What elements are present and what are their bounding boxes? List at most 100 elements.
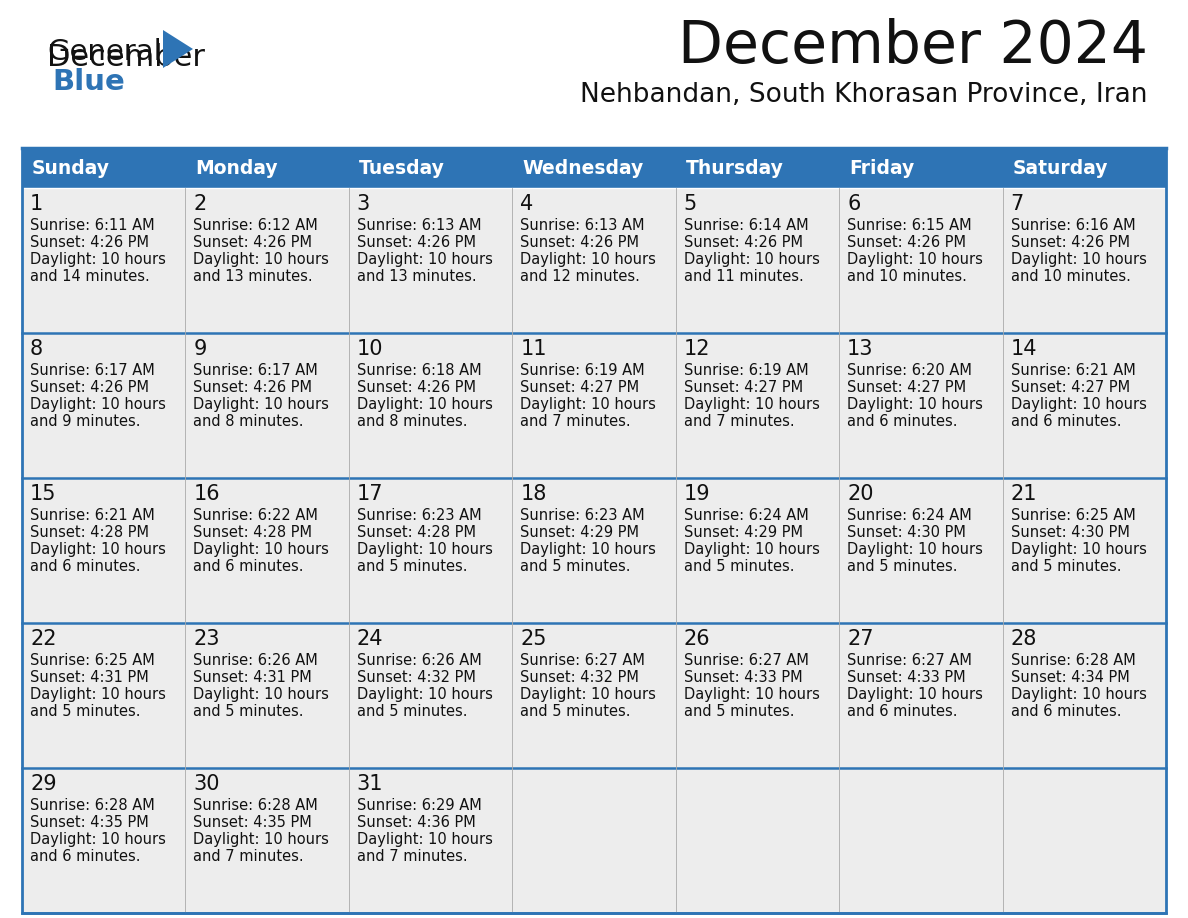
Bar (185, 478, 349, 623)
Text: Nehbandan, South Khorasan Province, Iran: Nehbandan, South Khorasan Province, Iran (581, 82, 1148, 108)
Text: 4: 4 (520, 194, 533, 214)
Text: Daylight: 10 hours: Daylight: 10 hours (847, 397, 982, 412)
Text: 27: 27 (847, 629, 873, 649)
Text: Sunset: 4:26 PM: Sunset: 4:26 PM (30, 235, 148, 250)
Text: Sunset: 4:32 PM: Sunset: 4:32 PM (520, 670, 639, 685)
Text: Sunrise: 6:16 AM: Sunrise: 6:16 AM (1011, 218, 1136, 233)
Text: Daylight: 10 hours: Daylight: 10 hours (847, 252, 982, 267)
Text: Daylight: 10 hours: Daylight: 10 hours (30, 542, 166, 557)
Text: 5: 5 (684, 194, 697, 214)
Text: Sunrise: 6:23 AM: Sunrise: 6:23 AM (520, 508, 645, 523)
Bar (1003, 768, 1165, 913)
Bar (349, 188, 512, 333)
Text: Sunrise: 6:21 AM: Sunrise: 6:21 AM (1011, 363, 1136, 378)
Text: and 7 minutes.: and 7 minutes. (356, 849, 468, 864)
Text: 26: 26 (684, 629, 710, 649)
Text: Daylight: 10 hours: Daylight: 10 hours (194, 832, 329, 847)
Text: Sunrise: 6:14 AM: Sunrise: 6:14 AM (684, 218, 808, 233)
Text: and 5 minutes.: and 5 minutes. (1011, 559, 1121, 574)
Text: Sunset: 4:27 PM: Sunset: 4:27 PM (1011, 380, 1130, 395)
Text: Daylight: 10 hours: Daylight: 10 hours (356, 542, 493, 557)
Text: December: December (48, 43, 206, 73)
Text: Sunrise: 6:28 AM: Sunrise: 6:28 AM (194, 798, 318, 813)
Text: Sunrise: 6:13 AM: Sunrise: 6:13 AM (520, 218, 645, 233)
Bar (1003, 148, 1165, 188)
Text: and 5 minutes.: and 5 minutes. (847, 559, 958, 574)
Text: and 5 minutes.: and 5 minutes. (520, 704, 631, 719)
Text: Saturday: Saturday (1012, 159, 1108, 177)
Bar (839, 623, 1003, 768)
Text: Daylight: 10 hours: Daylight: 10 hours (847, 542, 982, 557)
Text: and 5 minutes.: and 5 minutes. (356, 559, 467, 574)
Bar (1003, 623, 1165, 768)
Text: Daylight: 10 hours: Daylight: 10 hours (30, 687, 166, 702)
Text: Sunrise: 6:22 AM: Sunrise: 6:22 AM (194, 508, 318, 523)
Text: Sunset: 4:35 PM: Sunset: 4:35 PM (194, 815, 312, 830)
Text: and 7 minutes.: and 7 minutes. (520, 414, 631, 429)
Text: Sunset: 4:29 PM: Sunset: 4:29 PM (520, 525, 639, 540)
Text: 9: 9 (194, 339, 207, 359)
Bar (23, 148, 185, 188)
Text: Sunrise: 6:17 AM: Sunrise: 6:17 AM (30, 363, 154, 378)
Text: and 5 minutes.: and 5 minutes. (194, 704, 304, 719)
Text: and 6 minutes.: and 6 minutes. (1011, 704, 1121, 719)
Text: 16: 16 (194, 484, 220, 504)
Text: Sunset: 4:26 PM: Sunset: 4:26 PM (30, 380, 148, 395)
Text: and 6 minutes.: and 6 minutes. (1011, 414, 1121, 429)
Text: 31: 31 (356, 774, 384, 794)
Text: and 8 minutes.: and 8 minutes. (356, 414, 467, 429)
Text: Sunset: 4:33 PM: Sunset: 4:33 PM (847, 670, 966, 685)
Text: Daylight: 10 hours: Daylight: 10 hours (1011, 252, 1146, 267)
Text: and 6 minutes.: and 6 minutes. (30, 559, 140, 574)
Bar (512, 768, 676, 913)
Text: December 2024: December 2024 (678, 18, 1148, 75)
Text: 8: 8 (30, 339, 43, 359)
Text: Sunset: 4:26 PM: Sunset: 4:26 PM (194, 235, 312, 250)
Text: Sunset: 4:36 PM: Sunset: 4:36 PM (356, 815, 475, 830)
Text: 21: 21 (1011, 484, 1037, 504)
Text: Tuesday: Tuesday (359, 159, 444, 177)
Text: Daylight: 10 hours: Daylight: 10 hours (30, 252, 166, 267)
Text: Sunrise: 6:21 AM: Sunrise: 6:21 AM (30, 508, 154, 523)
Text: 13: 13 (847, 339, 873, 359)
Text: Sunset: 4:32 PM: Sunset: 4:32 PM (356, 670, 475, 685)
Text: Sunrise: 6:15 AM: Sunrise: 6:15 AM (847, 218, 972, 233)
Text: 14: 14 (1011, 339, 1037, 359)
Text: Daylight: 10 hours: Daylight: 10 hours (356, 397, 493, 412)
Text: 22: 22 (30, 629, 57, 649)
Text: and 6 minutes.: and 6 minutes. (847, 704, 958, 719)
Text: Daylight: 10 hours: Daylight: 10 hours (356, 687, 493, 702)
Text: Daylight: 10 hours: Daylight: 10 hours (684, 252, 820, 267)
Text: Sunset: 4:27 PM: Sunset: 4:27 PM (520, 380, 639, 395)
Text: Sunrise: 6:25 AM: Sunrise: 6:25 AM (30, 653, 154, 668)
Text: and 12 minutes.: and 12 minutes. (520, 269, 640, 284)
Text: Blue: Blue (52, 68, 125, 96)
Bar (23, 478, 185, 623)
Text: Sunset: 4:30 PM: Sunset: 4:30 PM (1011, 525, 1130, 540)
Bar (512, 188, 676, 333)
Text: Daylight: 10 hours: Daylight: 10 hours (1011, 542, 1146, 557)
Bar (676, 478, 839, 623)
Bar (185, 333, 349, 478)
Text: Daylight: 10 hours: Daylight: 10 hours (684, 687, 820, 702)
Text: 15: 15 (30, 484, 57, 504)
Bar (23, 188, 185, 333)
Text: 1: 1 (30, 194, 43, 214)
Text: Sunset: 4:26 PM: Sunset: 4:26 PM (356, 235, 476, 250)
Text: Sunrise: 6:20 AM: Sunrise: 6:20 AM (847, 363, 972, 378)
Text: Sunset: 4:35 PM: Sunset: 4:35 PM (30, 815, 148, 830)
Text: Daylight: 10 hours: Daylight: 10 hours (194, 542, 329, 557)
Bar (23, 768, 185, 913)
Text: Sunset: 4:26 PM: Sunset: 4:26 PM (1011, 235, 1130, 250)
Text: 30: 30 (194, 774, 220, 794)
Text: and 7 minutes.: and 7 minutes. (684, 414, 795, 429)
Text: and 6 minutes.: and 6 minutes. (194, 559, 304, 574)
Text: Sunrise: 6:27 AM: Sunrise: 6:27 AM (847, 653, 972, 668)
Text: Daylight: 10 hours: Daylight: 10 hours (520, 687, 656, 702)
Bar (676, 188, 839, 333)
Text: Daylight: 10 hours: Daylight: 10 hours (194, 687, 329, 702)
Bar (512, 333, 676, 478)
Bar (676, 623, 839, 768)
Text: 23: 23 (194, 629, 220, 649)
Text: Sunset: 4:28 PM: Sunset: 4:28 PM (356, 525, 476, 540)
